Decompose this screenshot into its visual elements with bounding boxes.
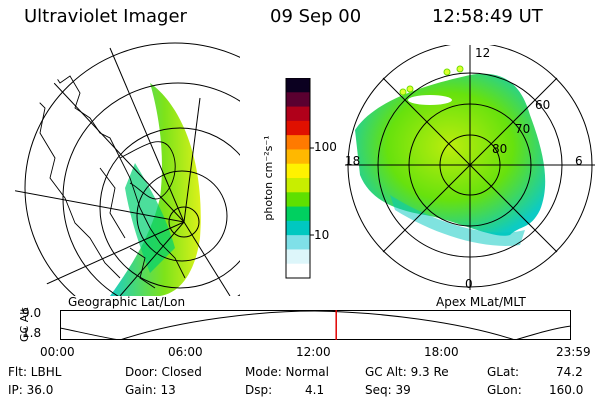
colorbar-band — [286, 263, 310, 279]
aurora-spot — [456, 65, 464, 73]
timeline-plot — [60, 310, 572, 340]
info-dsp-label: Dsp: — [245, 383, 273, 397]
colorbar-band — [286, 249, 310, 265]
apex-polar-view: 12 18 6 0 60 70 80 — [345, 45, 595, 290]
info-flight: Flt: LBHL — [8, 365, 62, 379]
mlt-label-12: 12 — [475, 46, 490, 60]
info-glat-value: 74.2 — [556, 365, 583, 379]
aurora-edge-mag — [390, 195, 525, 246]
colorbar-scale — [286, 78, 310, 279]
timeline-xtick-0000: 00:00 — [40, 345, 75, 359]
info-mode: Mode: Normal — [245, 365, 329, 379]
colorbar-band — [286, 220, 310, 236]
colorbar: photon cm⁻²s⁻¹ — [262, 78, 314, 279]
aurora-spot — [406, 85, 414, 93]
mlt-label-18: 18 — [345, 154, 360, 168]
gc-alt-curve — [60, 310, 572, 340]
colorbar-band — [286, 135, 310, 150]
colorbar-band — [286, 106, 310, 122]
mlt-label-0: 0 — [465, 277, 473, 290]
mlt-label-6: 6 — [575, 154, 583, 168]
colorbar-frame — [285, 78, 311, 279]
time-label: 12:58:49 UT — [432, 6, 543, 27]
aurora-oval-mag — [355, 73, 546, 236]
lat-lon-grid — [15, 42, 240, 296]
timeline-ytick-1.8: 1.8 — [22, 326, 42, 340]
colorbar-unit-label: photon cm⁻²s⁻¹ — [262, 135, 275, 220]
colorbar-band — [286, 192, 310, 208]
info-seq: Seq: 39 — [365, 383, 411, 397]
instrument-title: Ultraviolet Imager — [24, 6, 187, 27]
info-dsp-value: 4.1 — [305, 383, 325, 397]
colorbar-band — [286, 78, 310, 93]
timeline-xtick-1200: 12:00 — [296, 345, 331, 359]
info-door: Door: Closed — [125, 365, 202, 379]
info-glat-label: GLat: — [487, 365, 520, 379]
colorbar-band — [286, 92, 310, 108]
colorbar-tick-label-10: 10 — [314, 228, 330, 242]
date-label: 09 Sep 00 — [270, 6, 362, 27]
colorbar-band — [286, 206, 310, 222]
apex-caption: Apex MLat/MLT — [436, 295, 526, 309]
aurora-spot — [399, 88, 407, 96]
colorbar-band — [286, 120, 310, 136]
geographic-view — [15, 42, 240, 296]
timeline-xtick-0600: 06:00 — [168, 345, 203, 359]
info-ip: IP: 36.0 — [8, 383, 54, 397]
colorbar-band — [286, 163, 310, 179]
info-gain: Gain: 13 — [125, 383, 176, 397]
info-gc-alt: GC Alt: 9.3 Re — [365, 365, 449, 379]
aurora-oval-geo — [110, 83, 201, 296]
colorbar-band — [286, 235, 310, 250]
colorbar-tick-label-100: 100 — [314, 140, 337, 154]
aurora-spot — [443, 68, 451, 76]
aurora-gap — [408, 95, 452, 105]
geographic-caption: Geographic Lat/Lon — [68, 295, 186, 309]
timeline-ytick-9: 9.0 — [22, 306, 42, 320]
mlat-label-70: 70 — [515, 122, 530, 136]
colorbar-band — [286, 178, 310, 193]
polar-grid — [345, 45, 595, 290]
colorbar-band — [286, 149, 310, 165]
mlat-label-80: 80 — [492, 142, 507, 156]
info-glon-label: GLon: — [487, 383, 522, 397]
timeline-xtick-2359: 23:59 — [556, 345, 591, 359]
info-glon-value: 160.0 — [549, 383, 584, 397]
timeline-xtick-1800: 18:00 — [424, 345, 459, 359]
timeline-frame — [60, 310, 571, 340]
mlat-label-60: 60 — [535, 98, 550, 112]
